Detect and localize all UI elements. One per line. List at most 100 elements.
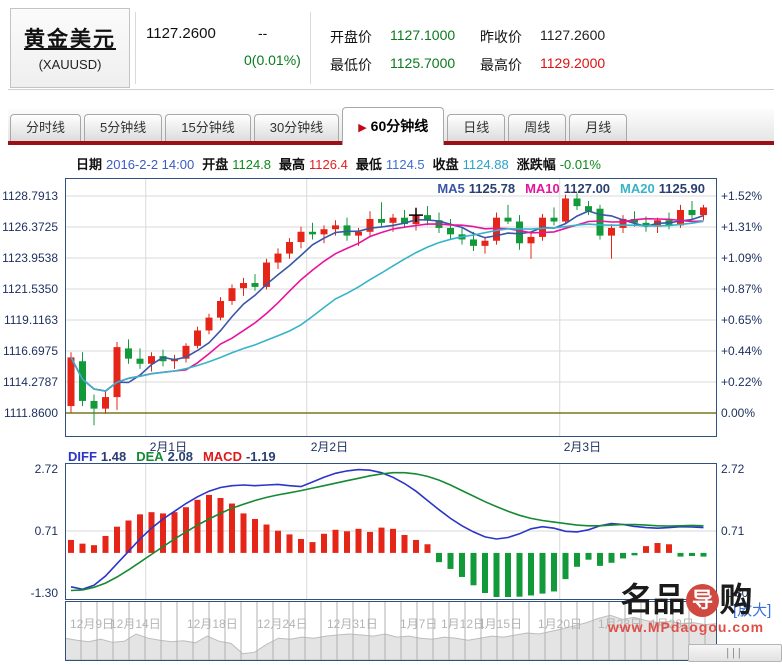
info-label: 最高 [279, 157, 306, 172]
tab-label: 30分钟线 [269, 120, 324, 135]
tab-日线[interactable]: 日线 [447, 114, 506, 141]
info-value: -0.01% [559, 157, 601, 172]
date-tick: 2月3日 [563, 440, 602, 454]
macd-tick: 2.72 [721, 462, 745, 476]
date-tick: 2月1日 [149, 440, 188, 454]
tab-label: 月线 [585, 120, 612, 135]
percent-tick: +1.31% [721, 220, 763, 234]
price-axis-labels: 1128.7913 1126.3725 1123.9538 1121.5350 1119… [0, 0, 62, 665]
date-axis-labels: 2月1日 2月2日 2月3日 [65, 440, 717, 455]
tab-月线[interactable]: 月线 [569, 114, 628, 141]
price-tick: 1123.9538 [2, 251, 58, 265]
macd-value: -1.19 [245, 449, 276, 464]
ohlc-info-bar: 日期 2016-2-2 14:00 开盘 1124.8 最高 1126.4 最低 1124.5… [68, 154, 601, 173]
info-label: 收盘 [432, 157, 459, 172]
macd-label: MACD [202, 449, 242, 464]
zoom-link[interactable]: [放大] [733, 602, 772, 619]
symbol-name[interactable]: 黄金美元 [24, 28, 116, 51]
tab-label: 15分钟线 [181, 120, 235, 135]
tab-label: 5分钟线 [100, 120, 147, 135]
percent-tick: +0.22% [721, 375, 763, 389]
price-tick: 1126.3725 [2, 220, 58, 234]
ma-label: MA20 [620, 181, 655, 196]
open-label: 开盘价 [330, 29, 372, 45]
header-divider [135, 12, 136, 84]
info-value: 1124.5 [385, 157, 425, 172]
open-value: 1127.1000 [390, 27, 456, 43]
watermark-brand: 名品导购 [620, 581, 753, 618]
info-label: 涨跌幅 [516, 157, 556, 172]
info-value: 2016-2-2 14:00 [106, 157, 195, 172]
ma-label: MA10 [525, 181, 560, 196]
macd-label: DIFF [68, 449, 97, 464]
tab-5分钟线[interactable]: 5分钟线 [84, 114, 163, 141]
price-change-percent: 0(0.01%) [244, 52, 301, 68]
header-divider [310, 12, 311, 84]
price-change: -- [258, 25, 268, 41]
watermark-logo: 名品导购 www.MPdaogou.com [596, 581, 776, 636]
price-tick: 1111.8600 [3, 406, 58, 420]
tab-分时线[interactable]: 分时线 [10, 114, 82, 141]
info-value: 1126.4 [309, 157, 348, 172]
prev-close-label: 昨收价 [480, 29, 522, 45]
macd-chart[interactable] [65, 463, 717, 600]
scrollbar-thumb[interactable]: ||| [688, 644, 782, 662]
macd-value: 2.08 [167, 449, 193, 464]
low-label: 最低价 [330, 57, 372, 73]
symbol-code: (XAUUSD) [38, 57, 102, 72]
tab-60分钟线[interactable]: ▶ 60分钟线 [342, 107, 445, 145]
info-label: 开盘 [202, 157, 229, 172]
tab-30分钟线[interactable]: 30分钟线 [253, 114, 340, 141]
prev-close-value: 1127.2600 [540, 27, 606, 43]
price-tick: 1121.5350 [2, 282, 58, 296]
percent-tick: +0.87% [721, 282, 763, 296]
ma-legend: MA5 1125.78 MA10 1127.00 MA20 1125.90 [437, 181, 715, 196]
watermark-seal-icon: 导 [685, 584, 719, 617]
ma-label: MA5 [437, 181, 465, 196]
price-tick: 1128.7913 [2, 189, 58, 203]
percent-tick: +0.65% [721, 313, 763, 327]
date-tick: 2月2日 [310, 440, 349, 454]
price-tick: 1119.1163 [3, 313, 58, 327]
info-label: 最低 [355, 157, 382, 172]
macd-legend: DIFF 1.48 DEA 2.08 MACD -1.19 [68, 449, 286, 464]
info-label: 日期 [76, 157, 103, 172]
tab-15分钟线[interactable]: 15分钟线 [165, 114, 251, 141]
active-tab-arrow-icon: ▶ [358, 122, 367, 134]
percent-tick: +1.09% [721, 251, 763, 265]
interval-tab-bar: 分时线 5分钟线 15分钟线 30分钟线 ▶ 60分钟线 日线 周线 月线 [8, 107, 774, 145]
percent-tick: +1.52% [721, 189, 763, 203]
low-value: 1125.7000 [390, 55, 456, 71]
ma-value: 1125.90 [658, 181, 705, 196]
tab-周线[interactable]: 周线 [508, 114, 567, 141]
macd-tick: -1.30 [721, 586, 749, 600]
ma-value: 1127.00 [563, 181, 611, 196]
high-value: 1129.2000 [540, 55, 606, 71]
macd-tick: 2.72 [34, 462, 58, 476]
info-value: 1124.88 [462, 157, 509, 172]
macd-tick: -1.30 [30, 586, 58, 600]
info-value: 1124.8 [232, 157, 272, 172]
price-tick: 1114.2787 [3, 375, 58, 389]
macd-tick: 0.71 [34, 524, 58, 538]
tab-label: 60分钟线 [370, 118, 429, 134]
high-label: 最高价 [480, 57, 522, 73]
ma-value: 1125.78 [468, 181, 516, 196]
candlestick-chart[interactable] [65, 178, 717, 437]
symbol-box: 黄金美元 (XAUUSD) [10, 8, 130, 88]
macd-label: DEA [136, 449, 164, 464]
scrollbar-grip-icon: ||| [726, 647, 744, 659]
quote-header: 黄金美元 (XAUUSD) 1127.2600 -- 0(0.01%) 开盘价 … [8, 8, 774, 90]
last-price: 1127.2600 [146, 25, 216, 42]
tab-label: 日线 [463, 120, 490, 135]
watermark-url: www.MPdaogou.com [607, 619, 765, 635]
percent-tick: +0.44% [721, 344, 763, 358]
tab-label: 周线 [524, 120, 551, 135]
macd-tick: 0.71 [721, 524, 745, 538]
percent-axis-labels: +1.52% +1.31% +1.09% +0.87% +0.65% +0.44% +0.2… [719, 0, 782, 665]
macd-value: 1.48 [100, 449, 127, 464]
percent-tick: 0.00% [721, 406, 756, 420]
tab-label: 分时线 [26, 120, 66, 135]
price-tick: 1116.6975 [3, 344, 58, 358]
